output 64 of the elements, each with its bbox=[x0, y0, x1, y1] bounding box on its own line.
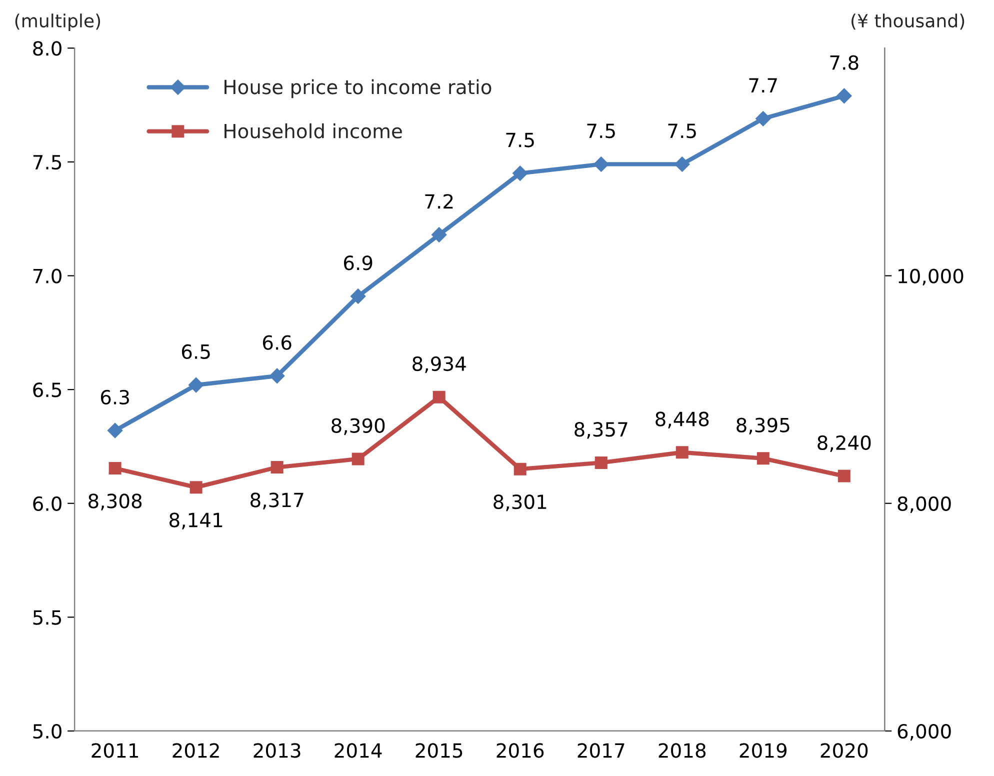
point bbox=[432, 390, 446, 404]
y-tick-label: 7.5 bbox=[33, 155, 62, 170]
x-tick-label: 2019 bbox=[740, 743, 787, 758]
point bbox=[514, 462, 526, 476]
point bbox=[594, 456, 608, 469]
data-label: 7.5 bbox=[506, 132, 534, 148]
y-tick-label: 8.0 bbox=[33, 41, 62, 56]
data-label: 8,934 bbox=[412, 356, 466, 374]
x-tick-label: 2014 bbox=[334, 743, 382, 758]
point bbox=[107, 422, 123, 438]
point bbox=[350, 288, 366, 304]
point bbox=[270, 368, 285, 384]
data-label: 8,395 bbox=[736, 418, 790, 434]
legend-label: House price to income ratio bbox=[224, 79, 492, 98]
point bbox=[108, 462, 122, 475]
x-tick-label: 2012 bbox=[172, 743, 219, 758]
point bbox=[512, 166, 528, 181]
y-tick-label: 7.0 bbox=[33, 268, 62, 284]
point bbox=[756, 111, 771, 126]
point bbox=[676, 446, 688, 459]
x-tick-label: 2011 bbox=[92, 743, 138, 758]
x-tick-label: 2018 bbox=[658, 743, 706, 758]
data-label: 8,390 bbox=[332, 418, 385, 435]
y-tick-label: 6.5 bbox=[33, 382, 62, 398]
data-label: 8,357 bbox=[574, 422, 628, 439]
point bbox=[674, 156, 690, 172]
data-label: 8,240 bbox=[818, 435, 871, 452]
x-tick-label: 2013 bbox=[254, 743, 300, 758]
y2-tick-label: 6,000 bbox=[898, 724, 951, 741]
y2-axis-title: (¥ thousand) bbox=[852, 14, 964, 30]
data-label: 8,308 bbox=[88, 494, 142, 510]
point bbox=[432, 227, 447, 242]
y2-tick-label: 10,000 bbox=[898, 268, 964, 286]
y2-tick-label: 8,000 bbox=[898, 496, 951, 514]
data-label: 7.5 bbox=[668, 124, 696, 138]
point bbox=[190, 481, 202, 494]
data-label: 6.5 bbox=[182, 344, 210, 360]
data-label: 7.7 bbox=[749, 78, 777, 92]
legend-label: Household income bbox=[224, 123, 402, 138]
y-axis-title: (multiple) bbox=[15, 14, 100, 32]
data-label: 8,317 bbox=[250, 492, 304, 510]
x-tick-label: 2015 bbox=[416, 743, 462, 758]
point bbox=[756, 452, 770, 465]
data-label: 7.5 bbox=[587, 124, 615, 138]
x-tick-label: 2017 bbox=[578, 743, 624, 758]
point bbox=[188, 377, 204, 393]
point bbox=[270, 461, 284, 474]
data-label: 7.8 bbox=[830, 55, 858, 70]
data-label: 8,301 bbox=[494, 494, 546, 512]
point bbox=[594, 156, 609, 172]
y-tick-label: 6.0 bbox=[33, 496, 62, 512]
point bbox=[838, 470, 850, 482]
x-tick-label: 2020 bbox=[820, 743, 868, 758]
point bbox=[836, 88, 852, 104]
data-label: 8,448 bbox=[656, 412, 709, 428]
data-label: 8,141 bbox=[170, 512, 222, 530]
y-tick-label: 5.5 bbox=[33, 610, 62, 625]
data-label: 6.6 bbox=[262, 335, 292, 350]
point bbox=[352, 452, 364, 466]
data-label: 7.2 bbox=[425, 194, 453, 208]
y-tick-label: 5.0 bbox=[33, 724, 62, 739]
data-label: 6.3 bbox=[100, 390, 129, 405]
data-label: 6.9 bbox=[344, 256, 372, 270]
x-tick-label: 2016 bbox=[496, 743, 544, 758]
